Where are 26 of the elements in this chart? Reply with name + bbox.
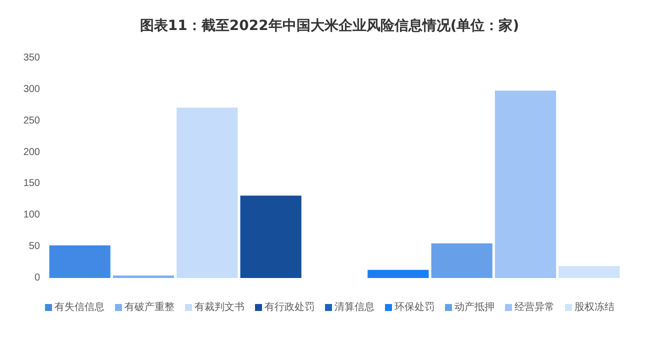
y-tick-label: 200 [23,146,40,158]
bar [558,266,620,278]
y-tick-label: 50 [28,241,40,252]
chart-title: 图表11：截至2022年中国大米企业风险信息情况(单位：家) [140,17,520,34]
y-tick-label: 100 [23,210,40,221]
bar [494,90,556,278]
x-tick-label: 清算信息 [334,300,374,314]
bar [49,245,110,278]
bar [176,108,238,278]
x-tick-label: 有裁判文书 [194,300,244,314]
bar [431,243,492,278]
x-tick-label: 股权冻结 [574,300,614,314]
y-tick-label: 250 [23,115,40,126]
bar [112,275,174,278]
y-tick-label: 300 [23,84,40,95]
bar [240,196,302,278]
x-tick-label: 有行政处罚 [264,300,314,314]
y-tick-label: 0 [34,272,40,284]
x-tick-label: 有破产重整 [124,300,174,314]
x-tick-label: 动产抵押 [454,300,494,314]
y-tick-label: 350 [23,52,40,64]
bar [368,270,429,278]
y-tick-label: 150 [23,178,40,190]
x-tick-label: 环保处罚 [394,300,434,314]
x-tick-label: 经营异常 [514,300,554,314]
x-tick-label: 有失信信息 [54,300,104,314]
